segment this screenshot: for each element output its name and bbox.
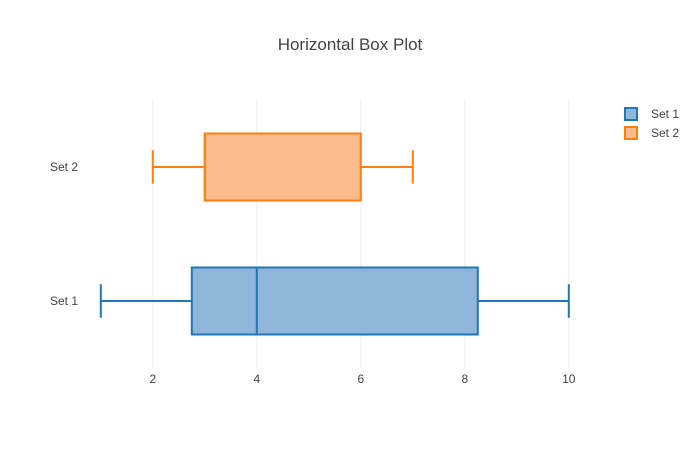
- x-tick-label: 2: [149, 372, 156, 386]
- legend-label: Set 2: [651, 126, 679, 140]
- legend-swatch: [624, 126, 638, 140]
- x-tick-label: 8: [461, 372, 468, 386]
- y-tick-label: Set 2: [50, 160, 78, 174]
- legend[interactable]: Set 1 Set 2: [624, 107, 679, 140]
- y-tick-label: Set 1: [50, 294, 78, 308]
- y-axis-ticks: Set 1 Set 2: [50, 160, 78, 308]
- box-series: [99, 132, 570, 336]
- legend-item-set-1[interactable]: Set 1: [624, 107, 679, 121]
- box-set-2[interactable]: [151, 132, 414, 202]
- x-tick-label: 4: [253, 372, 260, 386]
- x-tick-label: 6: [357, 372, 364, 386]
- box-iqr: [203, 132, 362, 202]
- legend-label: Set 1: [651, 107, 679, 121]
- x-tick-label: 10: [562, 372, 576, 386]
- x-axis-ticks: 2 4 6 8 10: [149, 372, 575, 386]
- chart-title: Horizontal Box Plot: [278, 35, 423, 54]
- legend-item-set-2[interactable]: Set 2: [624, 126, 679, 140]
- box-set-1[interactable]: [99, 266, 570, 336]
- box-iqr: [190, 266, 479, 336]
- legend-swatch: [624, 107, 638, 121]
